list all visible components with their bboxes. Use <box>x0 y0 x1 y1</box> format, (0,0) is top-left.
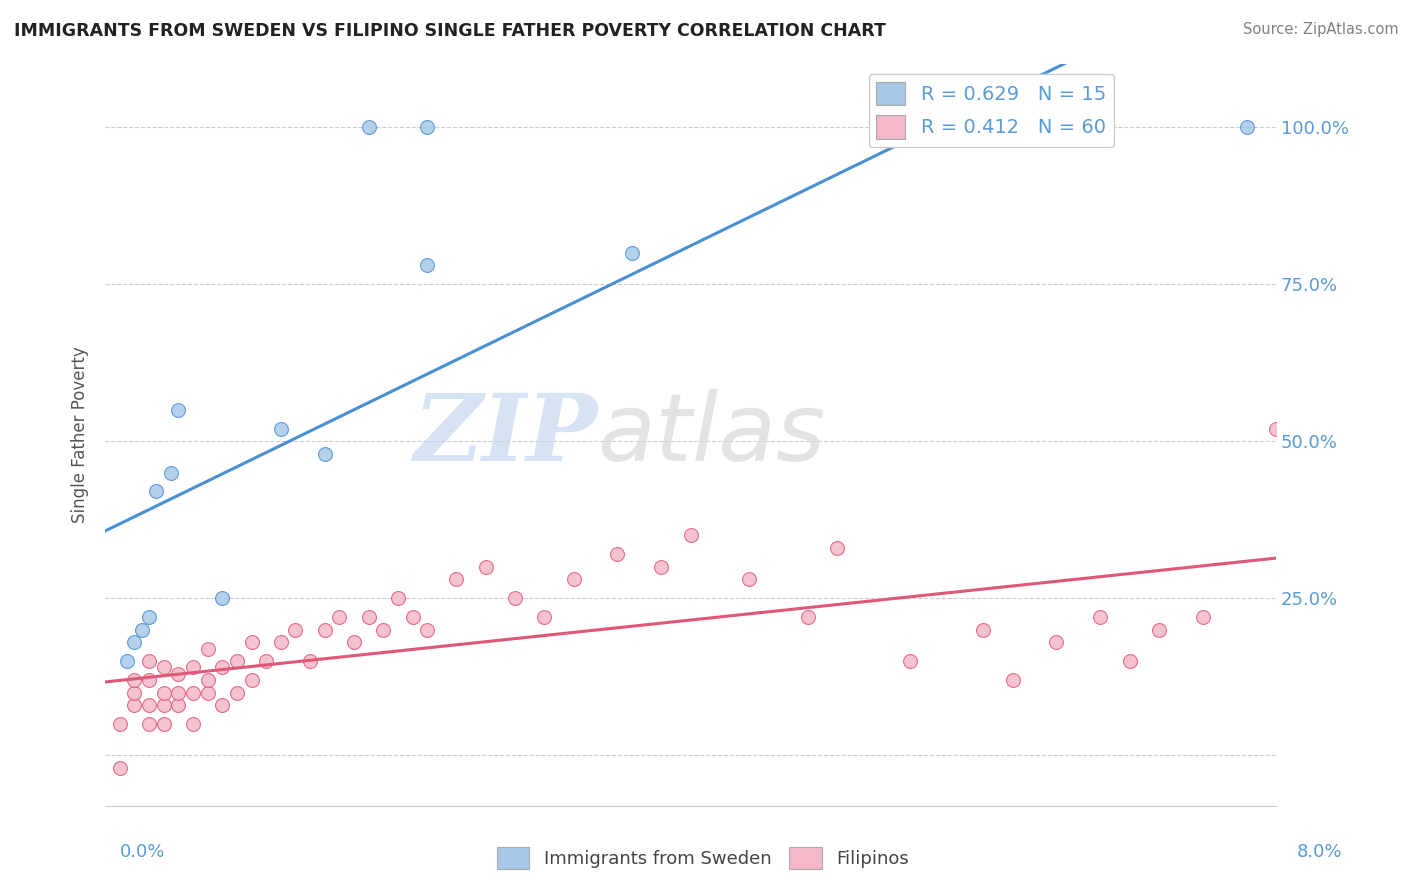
Point <box>152 685 174 699</box>
Point <box>167 685 190 699</box>
Point <box>226 654 249 668</box>
Point <box>357 610 380 624</box>
Point <box>138 698 160 712</box>
Point <box>1090 610 1112 624</box>
Point <box>211 591 233 606</box>
Point <box>152 660 174 674</box>
Point <box>108 761 131 775</box>
Point <box>181 660 204 674</box>
Point <box>138 673 160 687</box>
Point <box>416 120 439 134</box>
Point <box>145 484 167 499</box>
Point <box>373 623 395 637</box>
Point <box>197 641 219 656</box>
Legend: Immigrants from Sweden, Filipinos: Immigrants from Sweden, Filipinos <box>489 839 917 876</box>
Point <box>240 673 263 687</box>
Point <box>1265 421 1288 435</box>
Point <box>124 685 146 699</box>
Point <box>226 685 249 699</box>
Point <box>738 573 761 587</box>
Point <box>972 623 994 637</box>
Point <box>679 528 702 542</box>
Point <box>115 654 138 668</box>
Point <box>270 635 292 649</box>
Point <box>314 447 336 461</box>
Text: ZIP: ZIP <box>413 390 598 480</box>
Point <box>650 559 672 574</box>
Point <box>416 623 439 637</box>
Point <box>270 421 292 435</box>
Legend: R = 0.629   N = 15, R = 0.412   N = 60: R = 0.629 N = 15, R = 0.412 N = 60 <box>869 74 1114 146</box>
Text: Source: ZipAtlas.com: Source: ZipAtlas.com <box>1243 22 1399 37</box>
Point <box>898 654 921 668</box>
Point <box>446 573 468 587</box>
Point <box>1118 654 1140 668</box>
Point <box>131 623 153 637</box>
Point <box>138 610 160 624</box>
Point <box>160 466 183 480</box>
Point <box>621 245 644 260</box>
Point <box>416 258 439 272</box>
Point <box>1001 673 1024 687</box>
Point <box>197 685 219 699</box>
Point <box>181 685 204 699</box>
Point <box>328 610 350 624</box>
Point <box>503 591 526 606</box>
Y-axis label: Single Father Poverty: Single Father Poverty <box>72 346 89 524</box>
Text: 8.0%: 8.0% <box>1298 843 1343 861</box>
Point <box>1045 635 1067 649</box>
Point <box>152 698 174 712</box>
Point <box>167 698 190 712</box>
Point <box>167 666 190 681</box>
Point <box>124 635 146 649</box>
Point <box>825 541 848 555</box>
Point <box>181 717 204 731</box>
Point <box>314 623 336 637</box>
Point <box>124 698 146 712</box>
Point <box>254 654 277 668</box>
Point <box>284 623 307 637</box>
Point <box>167 402 190 417</box>
Point <box>211 698 233 712</box>
Point <box>343 635 366 649</box>
Point <box>108 717 131 731</box>
Point <box>357 120 380 134</box>
Point <box>1191 610 1213 624</box>
Point <box>796 610 818 624</box>
Point <box>124 673 146 687</box>
Text: IMMIGRANTS FROM SWEDEN VS FILIPINO SINGLE FATHER POVERTY CORRELATION CHART: IMMIGRANTS FROM SWEDEN VS FILIPINO SINGL… <box>14 22 886 40</box>
Text: atlas: atlas <box>598 389 825 481</box>
Point <box>211 660 233 674</box>
Point <box>387 591 409 606</box>
Point <box>240 635 263 649</box>
Point <box>138 654 160 668</box>
Text: 0.0%: 0.0% <box>120 843 165 861</box>
Point <box>138 717 160 731</box>
Point <box>401 610 423 624</box>
Point <box>562 573 585 587</box>
Point <box>533 610 555 624</box>
Point <box>1147 623 1170 637</box>
Point <box>1236 120 1258 134</box>
Point <box>606 547 628 561</box>
Point <box>197 673 219 687</box>
Point <box>474 559 496 574</box>
Point <box>152 717 174 731</box>
Point <box>299 654 322 668</box>
